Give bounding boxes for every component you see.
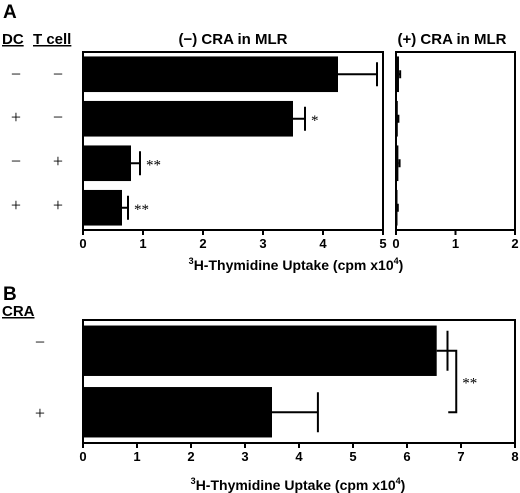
bar	[83, 325, 437, 376]
error-bar	[131, 151, 141, 176]
x-tick-label: 5	[379, 236, 386, 251]
significance-label: **	[134, 202, 149, 218]
chart-a2-title: (+) CRA in MLR	[397, 31, 506, 48]
error-bar	[436, 330, 449, 371]
x-tick-label: 3	[259, 236, 266, 251]
row4-dc-sign: +	[11, 195, 21, 215]
cra-row1-sign: −	[35, 332, 45, 352]
bar	[83, 387, 272, 438]
chart-a1-title: (−) CRA in MLR	[178, 31, 287, 48]
x-tick-label: 0	[79, 236, 86, 251]
x-tick-label: 0	[79, 449, 86, 464]
x-tick-label: 1	[133, 449, 140, 464]
bar	[396, 56, 399, 93]
x-tick-label: 0	[392, 236, 399, 251]
plot-frame	[82, 51, 384, 231]
x-tick-label: 8	[511, 449, 518, 464]
bar	[396, 189, 398, 226]
x-tick-label: 1	[452, 236, 459, 251]
bar	[83, 100, 293, 137]
chart-a1: 0 1 2 3 4 5*****	[79, 51, 387, 251]
row2-dc-sign: +	[11, 107, 21, 127]
row1-tcell-sign: −	[53, 64, 63, 84]
x-tick-label: 6	[403, 449, 410, 464]
xlabel-b-sup2: 4	[396, 476, 401, 486]
row3-dc-sign: −	[11, 151, 21, 171]
bar	[83, 189, 122, 226]
x-tick-label: 3	[241, 449, 248, 464]
row4-tcell-sign: +	[53, 195, 63, 215]
x-tick-label: 2	[187, 449, 194, 464]
x-tick-label: 2	[511, 236, 518, 251]
error-bar	[272, 392, 319, 433]
error-bar	[338, 62, 378, 87]
chart-a2: 0 1 2	[392, 51, 519, 251]
row3-tcell-sign: +	[53, 151, 63, 171]
tcell-header: T cell	[33, 31, 71, 48]
error-bar	[397, 114, 400, 123]
dc-header: DC	[2, 31, 24, 48]
x-tick-label: 1	[139, 236, 146, 251]
plot-frame	[395, 51, 516, 231]
chart-b: 0 1 2 3 4 5 6 7 8 **	[79, 319, 519, 464]
xlabel-b-main: H-Thymidine Uptake (cpm x10	[196, 477, 396, 493]
error-bar	[122, 195, 129, 220]
bar	[396, 100, 398, 137]
x-tick-label: 4	[295, 449, 303, 464]
chart-a-xlabel: 3H-Thymidine Uptake (cpm x104)	[189, 256, 404, 273]
bar	[83, 56, 338, 93]
x-tick-label: 2	[199, 236, 206, 251]
xlabel-a-main: H-Thymidine Uptake (cpm x10	[194, 257, 394, 273]
cra-row2-sign: +	[35, 403, 45, 423]
chart-b-xlabel: 3H-Thymidine Uptake (cpm x104)	[191, 476, 406, 493]
cra-header: CRA	[2, 303, 35, 320]
bar	[83, 145, 131, 182]
row1-dc-sign: −	[11, 64, 21, 84]
error-bar	[396, 203, 399, 212]
significance-label: **	[146, 157, 161, 173]
xlabel-a-close: )	[399, 257, 404, 273]
xlabel-a-sup: 3	[189, 256, 194, 266]
xlabel-a-sup2: 4	[394, 256, 399, 266]
xlabel-b-close: )	[401, 477, 406, 493]
row2-tcell-sign: −	[53, 107, 63, 127]
panel-b-letter: B	[3, 284, 17, 305]
error-bar	[398, 159, 401, 168]
significance-label: **	[462, 376, 477, 392]
x-tick-label: 4	[319, 236, 327, 251]
xlabel-b-sup: 3	[191, 476, 196, 486]
error-bar	[293, 106, 306, 131]
panel-a-letter: A	[3, 2, 17, 23]
x-tick-label: 7	[457, 449, 464, 464]
x-tick-label: 5	[349, 449, 356, 464]
bar	[396, 145, 399, 182]
error-bar	[398, 70, 402, 79]
significance-bracket	[448, 349, 458, 414]
significance-label: *	[311, 113, 319, 129]
